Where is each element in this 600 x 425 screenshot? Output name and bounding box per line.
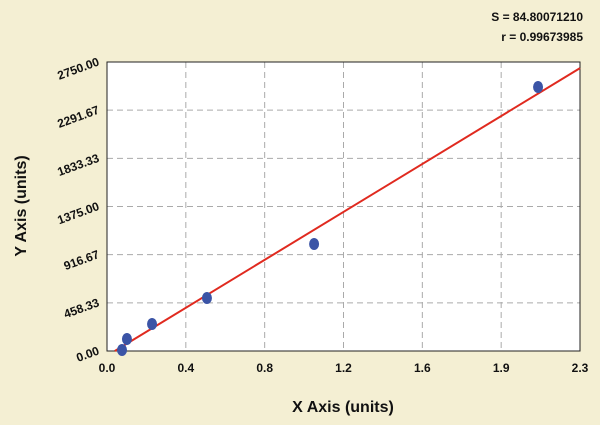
- data-point: [117, 343, 128, 356]
- data-point: [121, 333, 132, 346]
- data-point: [147, 317, 158, 330]
- x-tick-label: 2.3: [572, 361, 589, 375]
- annotation: S = 84.80071210: [491, 10, 583, 24]
- x-tick-label: 0.0: [99, 361, 116, 375]
- y-tick-label: 2750.00: [56, 55, 102, 83]
- y-tick-label: 1375.00: [56, 199, 102, 227]
- fit-line: [114, 67, 581, 352]
- data-point: [533, 81, 544, 94]
- y-tick-label: 916.67: [62, 247, 102, 273]
- x-tick-label: 0.8: [256, 361, 273, 375]
- data-point: [309, 238, 320, 251]
- x-tick-label: 1.9: [493, 361, 510, 375]
- x-tick-label: 1.6: [414, 361, 431, 375]
- y-tick-label: 1833.33: [56, 151, 102, 179]
- x-tick-label: 0.4: [177, 361, 194, 375]
- data-point: [201, 292, 212, 305]
- annotation: r = 0.99673985: [501, 30, 583, 44]
- y-tick-label: 0.00: [74, 344, 101, 365]
- x-tick-label: 1.2: [335, 361, 352, 375]
- y-tick-label: 458.33: [62, 295, 102, 321]
- y-tick-label: 2291.67: [56, 103, 102, 131]
- x-axis-label: X Axis (units): [292, 399, 394, 416]
- plot-border: [106, 61, 581, 352]
- y-axis-label: Y Axis (units): [13, 155, 30, 256]
